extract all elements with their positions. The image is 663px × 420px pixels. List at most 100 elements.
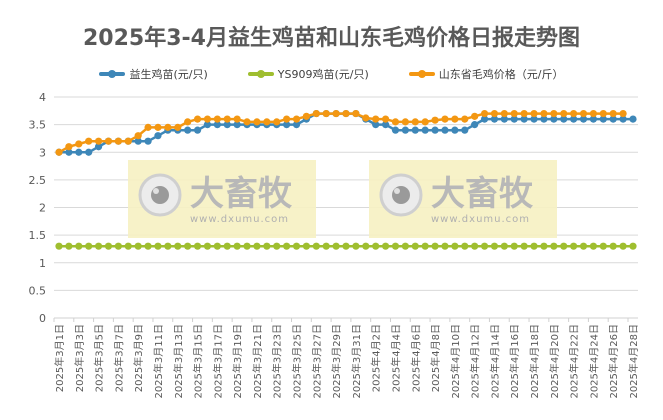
data-point bbox=[114, 242, 122, 250]
data-point bbox=[599, 109, 607, 118]
data-point bbox=[283, 115, 291, 123]
data-point bbox=[243, 118, 251, 126]
x-tick-label: 2025年3月19日 bbox=[231, 324, 244, 399]
data-point bbox=[372, 121, 380, 129]
data-point bbox=[560, 242, 568, 250]
data-point bbox=[85, 242, 93, 250]
data-point bbox=[332, 109, 340, 118]
data-point bbox=[193, 126, 202, 134]
data-point bbox=[560, 115, 568, 123]
x-tick-label: 2025年4月26日 bbox=[607, 324, 620, 399]
data-point bbox=[520, 109, 528, 118]
data-point bbox=[471, 121, 479, 129]
data-point bbox=[134, 132, 142, 140]
data-point bbox=[579, 242, 588, 250]
data-point bbox=[461, 115, 469, 123]
data-point bbox=[223, 121, 231, 129]
x-tick-label: 2025年4月16日 bbox=[508, 324, 521, 399]
y-tick-label: 2 bbox=[39, 202, 46, 215]
data-point bbox=[312, 242, 320, 250]
y-tick-label: 0 bbox=[39, 312, 46, 325]
data-point bbox=[104, 137, 113, 145]
data-point bbox=[94, 143, 103, 151]
y-tick-label: 3 bbox=[39, 146, 46, 159]
x-tick-label: 2025年3月13日 bbox=[172, 324, 185, 399]
data-point bbox=[174, 123, 182, 131]
data-point bbox=[55, 242, 63, 250]
data-point bbox=[164, 242, 172, 250]
data-point bbox=[302, 242, 311, 250]
y-tick-label: 2.5 bbox=[29, 174, 47, 187]
data-point bbox=[213, 115, 221, 123]
data-point bbox=[292, 115, 301, 123]
data-point bbox=[480, 242, 489, 250]
data-point bbox=[500, 109, 508, 118]
data-point bbox=[570, 115, 578, 123]
data-point bbox=[520, 115, 528, 123]
x-tick-label: 2025年4月2日 bbox=[370, 324, 383, 392]
data-point bbox=[609, 242, 617, 250]
data-point bbox=[500, 115, 508, 123]
data-point bbox=[401, 242, 409, 250]
data-point bbox=[381, 115, 390, 123]
data-point bbox=[342, 242, 350, 250]
legend-marker-icon bbox=[247, 70, 274, 78]
x-tick-label: 2025年3月17日 bbox=[211, 324, 224, 399]
data-point bbox=[124, 242, 132, 250]
x-tick-label: 2025年3月23日 bbox=[271, 324, 284, 399]
data-point bbox=[431, 126, 439, 134]
x-tick-label: 2025年3月27日 bbox=[310, 324, 323, 399]
data-point bbox=[55, 148, 63, 156]
data-point bbox=[391, 242, 400, 250]
data-point bbox=[312, 109, 320, 118]
data-point bbox=[441, 242, 449, 250]
data-point bbox=[223, 115, 231, 123]
data-point bbox=[451, 126, 459, 134]
data-point bbox=[322, 109, 330, 118]
data-point bbox=[441, 126, 449, 134]
x-tick-label: 2025年3月15日 bbox=[192, 324, 205, 399]
data-point bbox=[322, 242, 330, 250]
data-point bbox=[154, 132, 162, 140]
data-point bbox=[154, 242, 162, 250]
watermark-brand: 大畜牧 bbox=[190, 174, 293, 214]
data-point bbox=[283, 121, 291, 129]
data-point bbox=[381, 242, 390, 250]
data-point bbox=[619, 109, 627, 118]
watermark-brand: 大畜牧 bbox=[431, 174, 534, 214]
data-point bbox=[421, 118, 429, 126]
data-point bbox=[421, 126, 429, 134]
data-point bbox=[292, 121, 301, 129]
data-point bbox=[520, 242, 528, 250]
data-point bbox=[94, 137, 103, 145]
data-point bbox=[441, 115, 449, 123]
data-point bbox=[85, 137, 93, 145]
x-tick-label: 2025年3月21日 bbox=[251, 324, 264, 399]
data-point bbox=[490, 109, 499, 118]
x-axis: 2025年3月1日 2025年3月3日 2025年3月5日 2025年3月7日 2025… bbox=[53, 318, 640, 399]
data-point bbox=[431, 116, 439, 124]
data-point bbox=[193, 115, 202, 123]
y-tick-label: 0.5 bbox=[29, 284, 47, 297]
legend-item-yisheng: 益生鸡苗(元/只) bbox=[99, 66, 208, 82]
data-point bbox=[560, 109, 568, 118]
data-point bbox=[589, 109, 598, 118]
data-point bbox=[401, 118, 409, 126]
data-point bbox=[619, 115, 627, 123]
data-point bbox=[233, 121, 241, 129]
data-point bbox=[213, 121, 221, 129]
x-tick-label: 2025年4月14日 bbox=[488, 324, 501, 399]
data-point bbox=[579, 109, 588, 118]
data-point bbox=[609, 115, 617, 123]
data-point bbox=[510, 242, 518, 250]
data-point bbox=[471, 112, 479, 120]
data-point bbox=[570, 242, 578, 250]
data-series bbox=[55, 109, 637, 250]
watermark-url: www.dxumu.com bbox=[190, 214, 289, 225]
x-tick-label: 2025年3月31日 bbox=[350, 324, 363, 399]
x-tick-label: 2025年4月10日 bbox=[449, 324, 462, 399]
data-point bbox=[144, 242, 152, 250]
data-point bbox=[302, 112, 311, 120]
